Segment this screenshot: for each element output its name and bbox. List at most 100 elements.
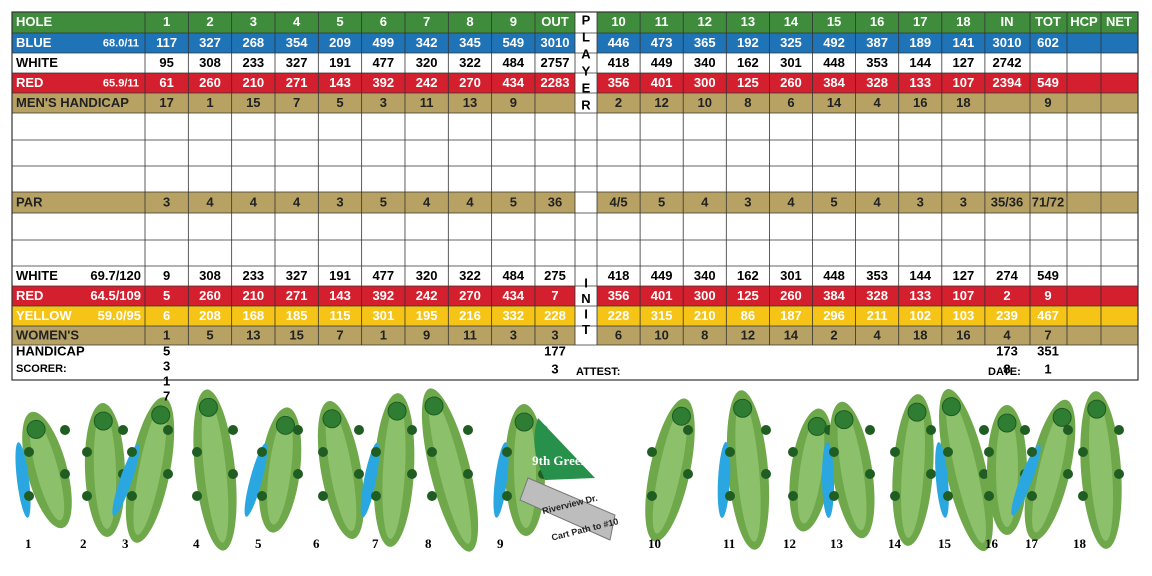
cell: 322 [459,55,481,70]
cell: 484 [502,268,524,283]
fairway [201,397,229,543]
cell: 387 [866,35,888,50]
cell: 5 [336,95,343,110]
table-border [11,11,1139,381]
cell: 144 [909,55,931,70]
tree [228,425,238,435]
cell: 18 [913,327,927,342]
header-hcp: HCP [1070,14,1098,29]
green [1052,407,1072,427]
cell: 384 [823,288,845,303]
green [151,405,171,425]
tree [407,469,417,479]
cell: 434 [502,288,524,303]
cell-out: 228 [544,308,566,323]
tree [354,425,364,435]
cell: 401 [651,75,673,90]
tree [984,447,994,457]
init-letter: T [582,322,590,337]
green [834,410,854,430]
hole-number: 15 [827,14,841,29]
green [322,409,342,429]
cell: 211 [867,308,888,323]
cell: 260 [780,288,802,303]
cell: 271 [286,75,308,90]
cell: 210 [694,308,716,323]
cell-out: 36 [548,194,562,209]
tree [60,425,70,435]
hole-map-number: 4 [193,536,200,551]
cell: 477 [372,268,394,283]
hole-map-number: 16 [985,536,999,551]
cell: 4 [293,194,301,209]
row-label: PAR [16,194,43,209]
course-rating: 65.9/11 [103,77,139,89]
tree [293,469,303,479]
cell: 209 [329,35,351,50]
cell: 86 [741,308,755,323]
stacked-number: 7 [163,388,170,403]
cell: 125 [737,75,759,90]
tree [318,447,328,457]
water [360,442,380,518]
cell: 327 [286,55,308,70]
stacked-number: 351 [1037,343,1059,358]
fairway [901,402,925,538]
tree [1063,469,1073,479]
hole-number: 8 [466,14,473,29]
cell-in: 2742 [993,55,1022,70]
course-rating: 64.5/109 [90,288,141,303]
stacked-number: 1 [163,373,170,388]
cell: 484 [502,55,524,70]
hole-number: 18 [956,14,970,29]
player-letter: E [582,80,591,95]
cell: 61 [159,75,173,90]
cell: 133 [909,75,931,90]
cell-in: 3010 [993,35,1022,50]
green [997,413,1017,433]
tree [979,469,989,479]
tree [228,469,238,479]
cell: 342 [416,35,438,50]
cell: 320 [416,268,438,283]
cell: 95 [159,55,173,70]
cell: 296 [823,308,845,323]
cell: 320 [416,55,438,70]
cell: 4 [874,95,882,110]
cell: 17 [159,95,173,110]
tree [865,469,875,479]
hole-map-number: 8 [425,536,432,551]
tree [407,425,417,435]
green [733,398,753,418]
cell: 162 [737,55,759,70]
fairway [946,396,986,544]
cell: 1 [380,327,387,342]
cell: 9 [163,268,170,283]
hole-number: 14 [784,14,799,29]
ninth-green [534,418,595,480]
header-in: IN [1001,14,1014,29]
cell: 446 [608,35,630,50]
hole-map-number: 3 [122,536,129,551]
cell: 6 [787,95,794,110]
stacked-number: 3 [163,358,170,373]
player-letter: P [582,12,591,27]
cell: 4 [874,327,882,342]
tree [1078,491,1088,501]
tree [192,447,202,457]
course-rating: 68.0/11 [103,37,139,49]
cell: 270 [459,75,481,90]
cell: 1 [206,95,213,110]
cell-out: 275 [544,268,566,283]
fairway [735,398,761,542]
cell: 5 [206,327,213,342]
fairway [1032,407,1068,533]
course-rating: 59.0/95 [98,308,141,323]
cell: 12 [741,327,755,342]
cell: 5 [510,194,517,209]
stacked-number: 3 [551,361,558,376]
cell: 192 [737,35,759,50]
hole-number: 6 [380,14,387,29]
row-label: RED [16,288,43,303]
tree [163,469,173,479]
